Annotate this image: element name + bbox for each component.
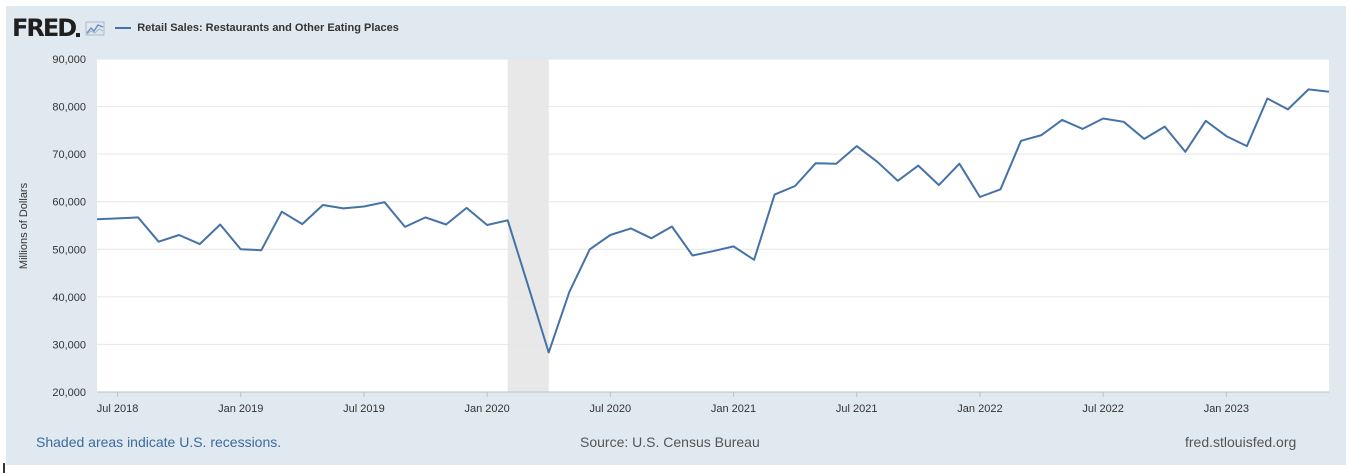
recession-layer <box>507 59 549 392</box>
x-tick-label: Jul 2019 <box>343 403 385 415</box>
y-tick-label: 60,000 <box>52 197 86 209</box>
y-tick-label: 90,000 <box>52 54 86 66</box>
recession-note[interactable]: Shaded areas indicate U.S. recessions. <box>36 434 282 450</box>
y-tick-label: 50,000 <box>52 244 86 256</box>
legend: Retail Sales: Restaurants and Other Eati… <box>115 22 399 34</box>
plot-area <box>97 59 1329 392</box>
x-tick-label: Jul 2022 <box>1082 403 1124 415</box>
site-link[interactable]: fred.stlouisfed.org <box>1185 434 1297 450</box>
x-axis-ticks: Jul 2018 Jan 2019 Jul 2019 Jan 2020 Jul 2020… <box>97 392 1249 415</box>
y-tick-label: 30,000 <box>52 339 86 351</box>
y-tick-label: 20,000 <box>52 387 86 399</box>
grid-layer <box>97 58 1329 393</box>
x-tick-label: Jan 2022 <box>957 403 1002 415</box>
series-layer <box>96 88 1330 354</box>
fred-logo[interactable]: FRED <box>12 14 105 42</box>
y-axis-title: Millions of Dollars <box>18 182 30 269</box>
x-tick-label: Jan 2021 <box>711 403 756 415</box>
y-tick-label: 40,000 <box>52 292 86 304</box>
recession-shade <box>507 59 549 392</box>
y-tick-label: 80,000 <box>52 102 86 114</box>
x-tick-label: Jan 2020 <box>465 403 510 415</box>
logo-dot <box>76 33 81 37</box>
line-chart-icon <box>85 21 105 36</box>
series-line <box>96 88 1330 354</box>
source-note: Source: U.S. Census Bureau <box>580 434 760 450</box>
x-tick-label: Jul 2018 <box>97 403 139 415</box>
x-tick-label: Jan 2023 <box>1204 403 1249 415</box>
logo-text: FRED <box>12 14 77 42</box>
left-edge-mark <box>3 463 5 473</box>
legend-swatch <box>115 27 132 29</box>
y-axis-ticks: 20,000 30,000 40,000 50,000 60,000 70,000 80,0… <box>52 54 86 399</box>
x-tick-label: Jul 2020 <box>590 403 632 415</box>
x-tick-label: Jan 2019 <box>218 403 263 415</box>
x-tick-label: Jul 2021 <box>836 403 878 415</box>
chart-header: FRED Retail Sales: Restaurants and Other… <box>12 14 399 42</box>
legend-label: Retail Sales: Restaurants and Other Eati… <box>137 22 399 34</box>
y-tick-label: 70,000 <box>52 149 86 161</box>
